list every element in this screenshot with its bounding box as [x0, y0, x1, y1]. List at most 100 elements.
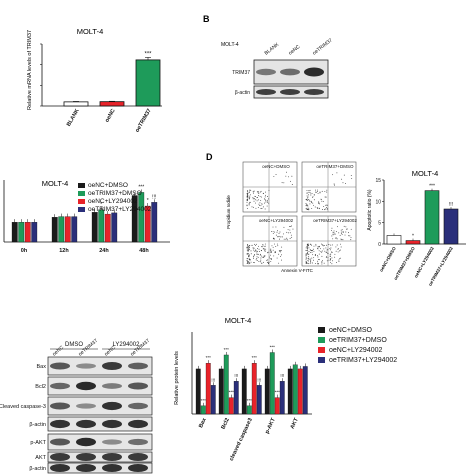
flow-dot [279, 255, 281, 257]
flow-dot [289, 237, 291, 239]
flow-dot [270, 251, 272, 253]
flow-dot [292, 228, 294, 230]
flow-dot [334, 233, 336, 235]
flow-dot [315, 245, 317, 247]
flow-dot [311, 251, 313, 253]
chart-d-category-label: oeNC+LY294002 [413, 246, 435, 279]
flow-dot [338, 232, 340, 234]
flow-dot [278, 250, 280, 252]
flow-dot [251, 206, 253, 208]
chart-c-annotation: * [147, 198, 149, 204]
flow-dot [272, 246, 274, 248]
flow-dot [330, 244, 332, 246]
flow-dot [253, 254, 255, 256]
flow-dot [252, 262, 254, 263]
blot-b-row-label: TRIM37 [232, 70, 250, 76]
flow-dot [289, 180, 291, 182]
chart-a-annotation: *** [144, 51, 152, 57]
flow-dot [261, 203, 263, 205]
flow-dot [306, 262, 308, 264]
chart-f-bar [274, 397, 280, 415]
flow-dot [342, 239, 344, 241]
flow-dot [273, 255, 275, 257]
flow-dot [258, 250, 260, 252]
blot-e-band [76, 453, 96, 461]
flow-dot [257, 256, 259, 258]
chart-f-annotation: !!! [257, 377, 261, 382]
chart-f-legend-swatch [318, 337, 325, 343]
flow-dot [246, 253, 248, 255]
flow-dot [331, 244, 333, 246]
flow-dot [261, 196, 263, 198]
flow-dot [278, 238, 280, 240]
flow-dot [324, 245, 325, 246]
flow-dot [327, 204, 328, 206]
flow-plot-label: oeTRIM37+LY294002 [313, 218, 357, 223]
flow-dot [323, 248, 325, 250]
chart-a-plot: BLANK oeNC *** oeTRIM37 [40, 43, 162, 134]
flow-dot [263, 198, 265, 200]
flow-dot [325, 247, 327, 249]
flow-dot [247, 252, 249, 254]
chart-c-bar [24, 222, 31, 243]
flow-dot [308, 257, 310, 259]
blot-b-band-actin [256, 89, 276, 95]
flow-dot [330, 249, 331, 251]
flow-dot [258, 203, 260, 205]
flow-dot [246, 208, 248, 209]
flow-dot [326, 251, 328, 253]
flow-dot [311, 250, 313, 251]
flow-dot [256, 256, 258, 258]
blot-e-row-label: β-actin [29, 466, 46, 472]
chart-f-category-label: p-AKT [264, 417, 277, 435]
chart-f-bar [302, 366, 308, 415]
blot-e-band [50, 464, 70, 472]
flow-dot [248, 245, 250, 247]
flow-cytometry-grid: oeNC+DMSO oeTRIM37+DMSO oeNC+LY294002 oeTRI… [242, 161, 357, 267]
flow-dot [250, 190, 252, 192]
flow-dot [248, 250, 250, 252]
flow-dot [247, 250, 249, 252]
flow-dot [321, 250, 323, 252]
flow-dot [334, 237, 336, 239]
flow-dot [305, 204, 307, 206]
flow-dot [350, 237, 352, 238]
flow-dot [336, 244, 338, 246]
flow-dot [331, 263, 333, 265]
flow-dot [264, 198, 266, 200]
flow-dot [267, 251, 269, 253]
flow-dot [285, 238, 287, 240]
flow-dot [261, 246, 263, 248]
flow-dot [340, 231, 342, 233]
flow-dot [340, 257, 342, 259]
flow-dot [308, 189, 310, 191]
flow-dot [307, 252, 308, 254]
flow-dot [318, 207, 320, 209]
chart-f-annotation: !!! [234, 373, 238, 378]
flow-dot [341, 239, 343, 241]
flow-dot [348, 235, 350, 237]
flow-dot [345, 226, 347, 228]
blot-e-band [102, 453, 122, 461]
flow-dot [343, 174, 345, 176]
flow-dot [336, 226, 338, 228]
chart-f-category-label: Bcl2 [220, 417, 230, 430]
flow-dot [321, 251, 323, 253]
flow-dot [310, 260, 312, 262]
flow-dot [257, 206, 259, 208]
flow-dot [327, 253, 329, 255]
flow-dot [305, 257, 307, 259]
flow-dot [332, 238, 334, 240]
flow-dot [318, 203, 320, 204]
flow-dot [265, 248, 267, 250]
flow-dot [263, 250, 265, 252]
chart-f-annotation: *** [206, 355, 212, 360]
flow-dot [308, 253, 310, 255]
flow-dot [311, 244, 312, 246]
chart-d-plot: 051015oeNC+DMSO*oeTRIM37+DMSO***oeNC+LY2… [375, 178, 466, 287]
flow-dot [333, 230, 335, 232]
flow-dot [283, 182, 285, 184]
flow-dot [270, 250, 272, 252]
flow-dot [248, 204, 250, 206]
chart-d-category-label: oeNC+DMSO [379, 246, 398, 273]
